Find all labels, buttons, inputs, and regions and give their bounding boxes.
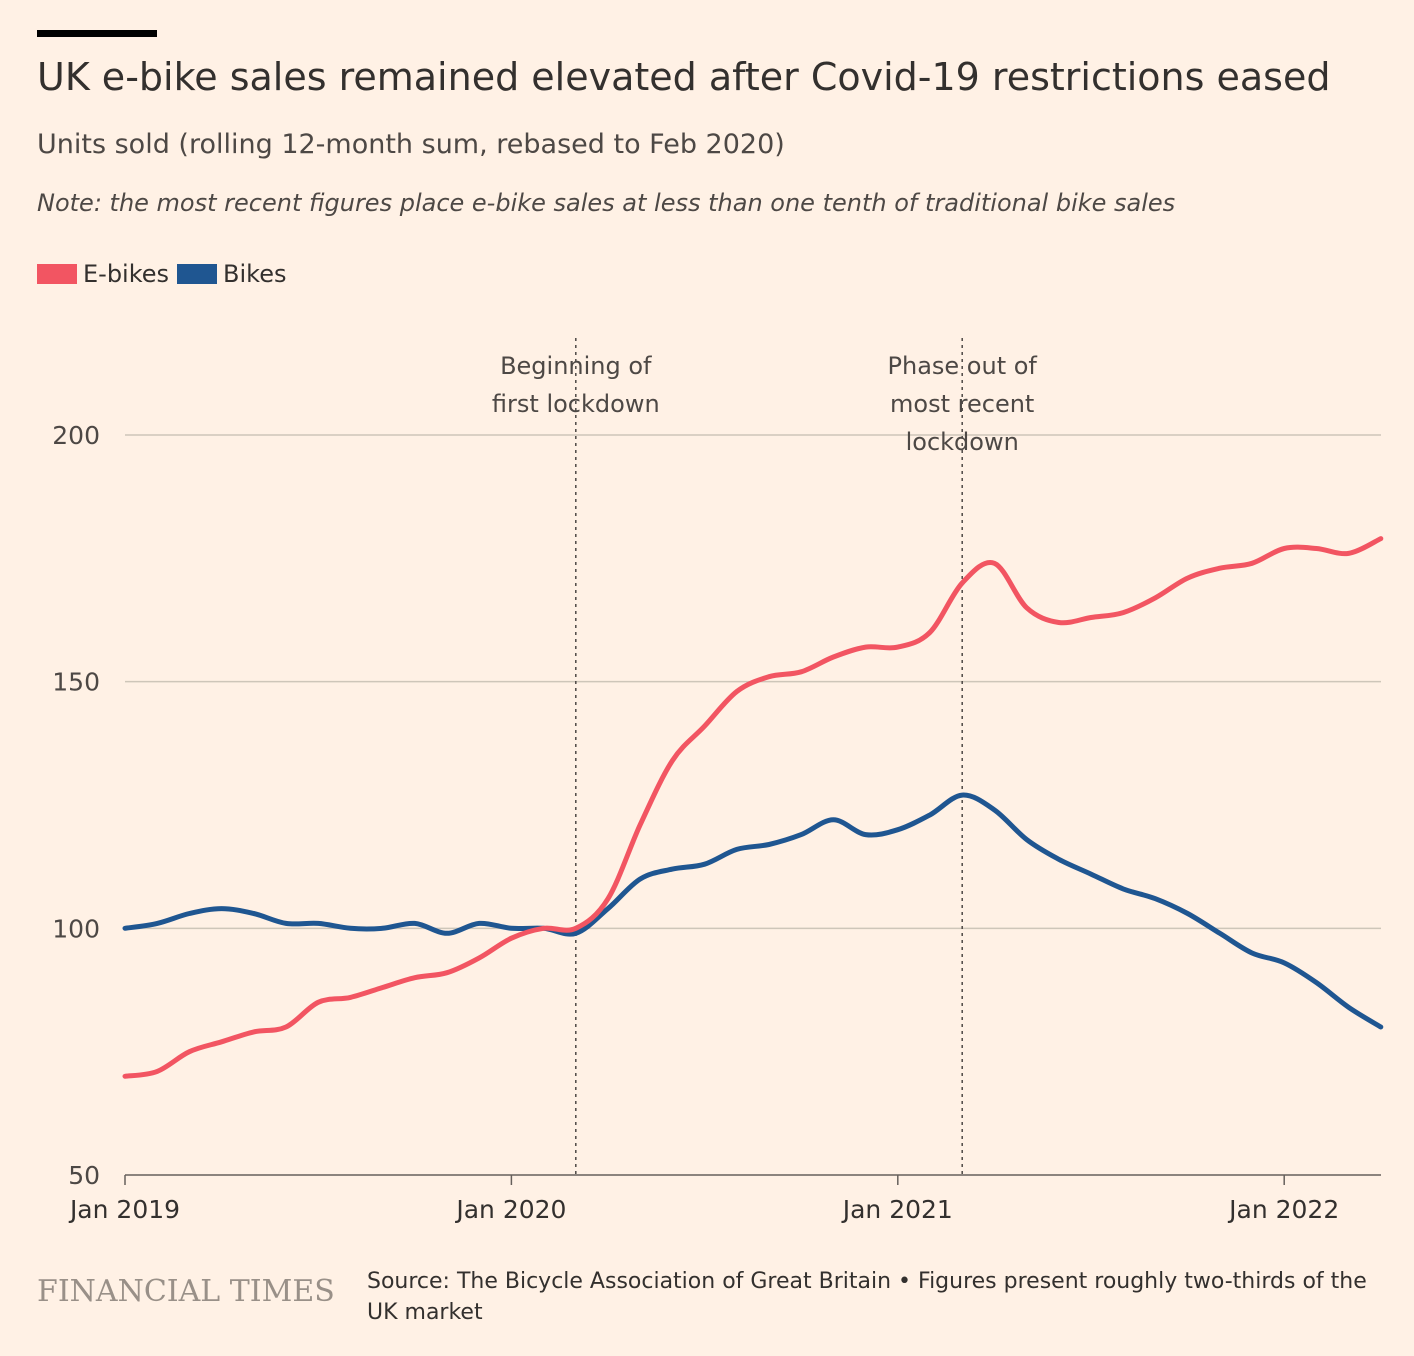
y-tick-label-100: 100 [52, 914, 100, 943]
legend-item-bikes: Bikes [177, 259, 287, 289]
legend-item-ebikes: E-bikes [37, 259, 169, 289]
legend-swatch-bikes [177, 264, 218, 284]
line-chart: 50 100 150 200 Jan 2019 Jan 2020 Jan 2021 Jan 2… [52, 338, 1384, 1224]
annotation-label-1-1: most recent [890, 390, 1034, 418]
x-tick-label-3: Jan 2022 [1227, 1195, 1339, 1224]
annotation-label-0-0: Beginning of [500, 352, 652, 380]
chart-note: Note: the most recent figures place e-bi… [37, 189, 1176, 217]
annotation-label-1-0: Phase out of [888, 352, 1038, 380]
legend: E-bikes Bikes [37, 259, 295, 289]
chart-title: UK e-bike sales remained elevated after … [37, 55, 1331, 99]
y-tick-label-200: 200 [52, 421, 100, 450]
chart-subtitle: Units sold (rolling 12-month sum, rebase… [37, 129, 785, 160]
series-line-e-bikes [122, 536, 1384, 1079]
annotation-label-1-2: lockdown [906, 428, 1019, 456]
top-accent-bar [37, 30, 157, 37]
source-note: Source: The Bicycle Association of Great… [367, 1269, 1367, 1325]
x-tick-label-0: Jan 2019 [68, 1195, 180, 1224]
x-tick-label-2: Jan 2021 [841, 1195, 953, 1224]
legend-label-bikes: Bikes [223, 260, 287, 288]
x-tick-label-1: Jan 2020 [454, 1195, 566, 1224]
y-tick-label-150: 150 [52, 668, 100, 697]
legend-label-ebikes: E-bikes [83, 260, 170, 288]
series-line-bikes [122, 792, 1384, 1030]
ft-logo: FINANCIAL TIMES [37, 1274, 335, 1309]
annotation-label-0-1: first lockdown [492, 390, 660, 418]
legend-swatch-ebikes [37, 264, 77, 284]
y-tick-label-50: 50 [68, 1161, 100, 1190]
